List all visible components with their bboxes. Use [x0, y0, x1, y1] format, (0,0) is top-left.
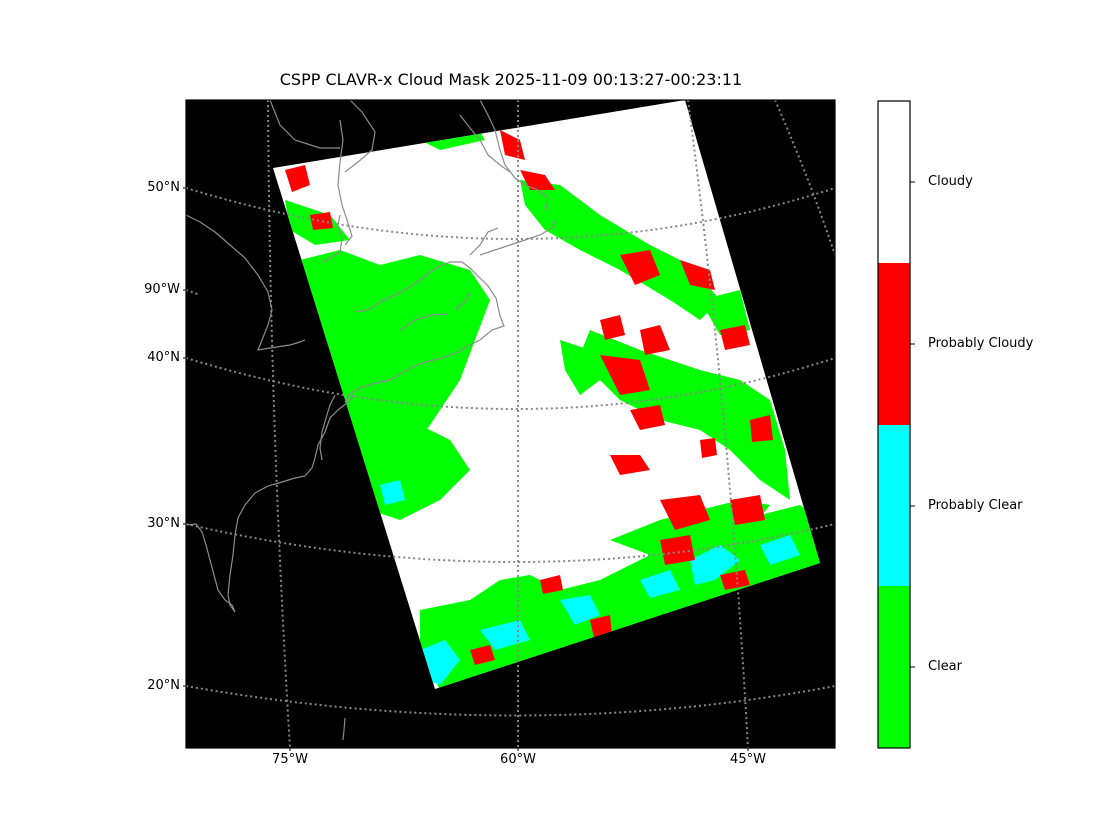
lat-label-90w: 90°W: [144, 282, 180, 297]
colorbar-frame: [877, 100, 911, 749]
swath: [273, 100, 820, 689]
colorbar-clear: [878, 586, 910, 748]
parallel-20n: [186, 685, 835, 717]
parallel-30n: [186, 523, 835, 563]
colorbar-probably-cloudy: [878, 263, 910, 425]
map-title: CSPP CLAVR-x Cloud Mask 2025-11-09 00:13…: [279, 70, 743, 89]
colorbar-probably-clear: [878, 425, 910, 586]
colorbar-label-probably-cloudy: Probably Cloudy: [928, 336, 1034, 351]
parallel-50n: [186, 187, 835, 240]
map-frame: [185, 99, 836, 749]
lat-label-40n: 40°N: [147, 350, 180, 365]
colorbar: [877, 100, 915, 749]
parallel-40n: [186, 357, 835, 410]
colorbar-label-clear: Clear: [928, 659, 962, 674]
colorbar-label-probably-clear: Probably Clear: [928, 498, 1023, 513]
coastlines: [186, 100, 557, 741]
swath-probably-clear-regions: [380, 480, 800, 685]
graticule: [186, 100, 835, 748]
lon-ticks: [289, 748, 749, 751]
meridian-45w: [687, 100, 749, 748]
colorbar-label-cloudy: Cloudy: [928, 174, 973, 189]
meridian-30w: [774, 100, 835, 256]
lon-label-75w: 75°W: [272, 752, 308, 767]
lat-ticks: [183, 187, 186, 687]
lat-label-50n: 50°N: [147, 180, 180, 195]
meridian-75w: [267, 100, 291, 748]
lat-label-20n: 20°N: [147, 678, 180, 693]
lon-label-45w: 45°W: [730, 752, 766, 767]
swath-probably-cloudy-regions: [285, 130, 773, 665]
lon-label-60w: 60°W: [500, 752, 536, 767]
colorbar-cloudy: [878, 101, 910, 263]
lat-label-30n: 30°N: [147, 516, 180, 531]
